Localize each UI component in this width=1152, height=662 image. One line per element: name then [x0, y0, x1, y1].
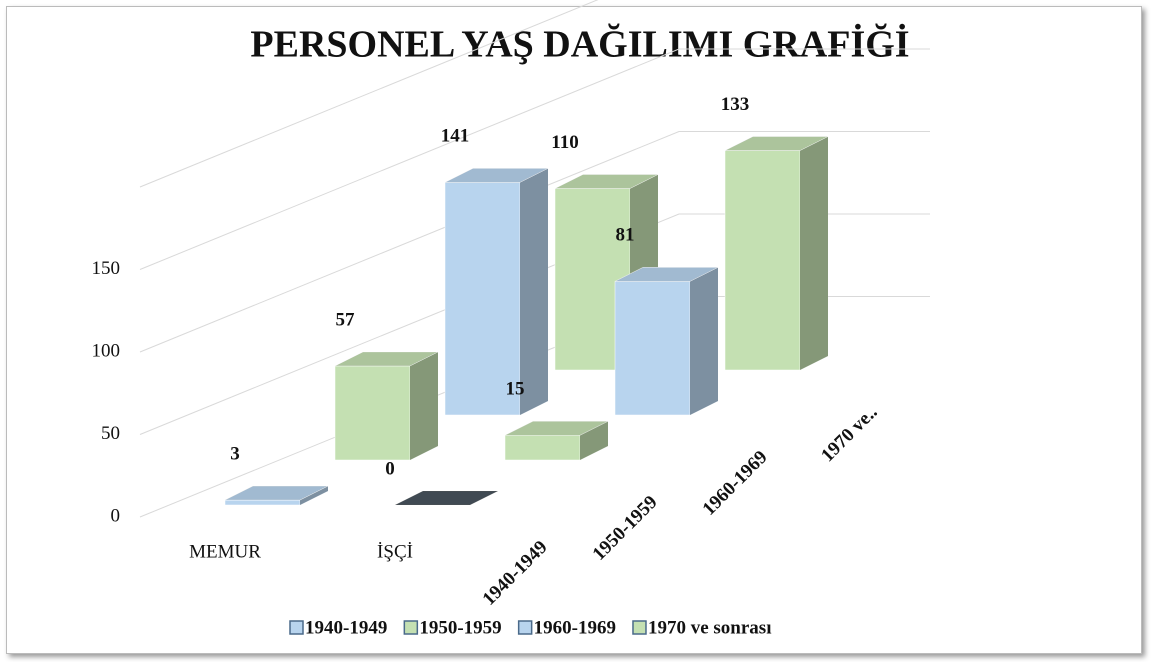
chart-title: PERSONEL YAŞ DAĞILIMI GRAFİĞİ	[250, 23, 909, 66]
bar-front	[224, 499, 301, 506]
bar-front	[334, 365, 411, 461]
bar-top-shade	[505, 421, 608, 436]
bar-side-shade	[520, 168, 548, 415]
bar	[444, 168, 549, 416]
legend-label: 1960-1969	[534, 617, 616, 638]
bar-front	[504, 435, 581, 461]
bar-top-shade	[725, 136, 828, 151]
x-tick-label: İŞÇİ	[377, 541, 413, 562]
bar	[504, 421, 609, 461]
legend-label: 1950-1959	[419, 617, 501, 638]
data-label: 81	[616, 225, 635, 246]
y-tick-label: 50	[101, 423, 120, 444]
y-tick-label: 150	[92, 258, 121, 279]
bar-front	[444, 182, 521, 416]
data-label: 57	[336, 309, 356, 330]
depth-tick-label: 1960-1969	[699, 447, 772, 520]
grid-line	[139, 131, 930, 353]
bar-side-shade	[410, 351, 438, 460]
bar-top	[724, 136, 829, 151]
bar	[334, 351, 439, 461]
bar-top	[334, 351, 439, 367]
bar-side	[300, 486, 328, 505]
bar-side	[410, 351, 438, 460]
legend-swatch	[403, 620, 419, 635]
bar	[724, 136, 829, 371]
bar-top-shade	[445, 168, 548, 183]
bar-top-shade	[615, 267, 718, 282]
bar	[614, 267, 719, 416]
legend-swatch	[632, 620, 647, 635]
bar-side-shade	[800, 136, 828, 370]
data-label: 15	[506, 379, 525, 400]
legend-swatch	[517, 620, 533, 635]
bar-top	[444, 168, 549, 183]
depth-tick-label: 1950-1959	[589, 492, 662, 565]
bar-top-shade	[395, 491, 498, 505]
grid-line	[139, 213, 930, 435]
data-label: 133	[721, 94, 750, 115]
bar-front	[724, 150, 801, 371]
bar-side	[800, 136, 828, 370]
legend: 1940-1949 1950-1959 1960-1969 1970 ve sonra…	[289, 617, 772, 638]
depth-tick-label: 1970 ve..	[817, 402, 881, 466]
legend-swatch	[289, 620, 304, 635]
y-tick-label: 100	[92, 340, 121, 361]
bar-side-shade	[690, 267, 718, 415]
data-label: 141	[441, 126, 470, 147]
bar-top	[224, 485, 329, 501]
bar-top	[554, 174, 659, 189]
bar-side	[690, 267, 718, 415]
bar-side	[580, 421, 608, 460]
bar-top-shade	[335, 351, 438, 366]
grid-line	[139, 0, 599, 188]
x-tick-label: MEMUR	[189, 541, 261, 562]
bar-side-shade	[580, 421, 608, 460]
grid-line	[139, 48, 930, 270]
data-label: 3	[230, 443, 240, 464]
legend-label: 1970 ve sonrası	[648, 617, 772, 638]
bar-top-shade	[225, 486, 328, 501]
data-label: 110	[551, 132, 578, 153]
bar	[224, 485, 329, 506]
bar-side-shade	[300, 486, 328, 505]
bar	[394, 490, 499, 506]
y-tick-label: 0	[111, 505, 121, 526]
legend-label: 1940-1949	[305, 617, 387, 638]
bar-front	[614, 281, 691, 416]
bar-top-shade	[555, 174, 658, 189]
bar-top	[504, 421, 609, 436]
bar-top	[614, 267, 719, 282]
data-label: 0	[385, 458, 395, 479]
depth-tick-label: 1940-1949	[479, 537, 552, 610]
bar-side	[520, 168, 548, 415]
